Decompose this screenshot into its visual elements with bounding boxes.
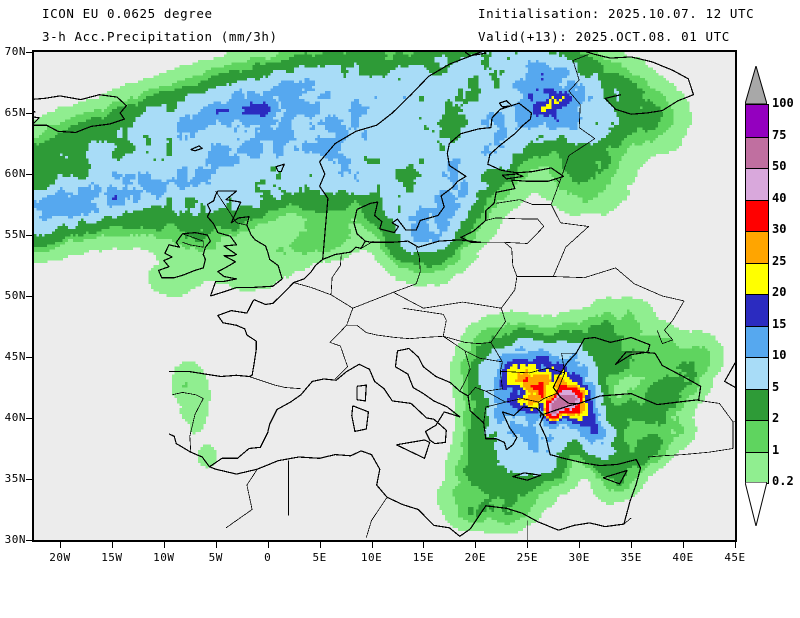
colorbar-divider [746, 420, 768, 421]
colorbar-tick-label: 50 [772, 159, 787, 173]
x-axis-label: 20W [49, 551, 71, 564]
x-axis-label: 10W [153, 551, 175, 564]
colorbar-band [746, 420, 768, 452]
y-axis-tick [26, 540, 32, 541]
x-axis-tick [423, 542, 425, 548]
x-axis-label: 45E [724, 551, 746, 564]
colorbar-tick-label: 75 [772, 127, 787, 142]
colorbar-tick-label: 15 [772, 316, 787, 331]
y-axis-label: 40N [4, 411, 26, 424]
x-axis-label: 35E [620, 551, 642, 564]
colorbar-tick-label: 30 [772, 222, 787, 236]
y-axis-tick [26, 174, 32, 175]
x-axis-label: 30E [568, 551, 590, 564]
y-axis-label: 65N [4, 106, 26, 119]
colorbar-tick-label: 40 [772, 190, 787, 205]
y-axis-tick [26, 235, 32, 236]
colorbar-tick-label: 10 [772, 348, 787, 362]
colorbar-divider [746, 388, 768, 390]
map-canvas [32, 50, 737, 542]
colorbar-band [746, 168, 768, 200]
y-axis-tick [26, 296, 32, 297]
y-axis-label: 30N [4, 533, 26, 546]
colorbar-tick-label: 5 [772, 379, 780, 394]
colorbar-under-cap [744, 481, 768, 527]
x-axis-tick [267, 542, 269, 548]
x-axis-label: 0 [264, 551, 272, 564]
colorbar-divider [746, 325, 768, 327]
model-title: ICON EU 0.0625 degree [42, 6, 213, 21]
colorbar-tick-label: 0.2 [772, 474, 794, 488]
y-axis-label: 55N [4, 228, 26, 241]
x-axis-tick [59, 542, 61, 548]
x-axis-tick [475, 542, 477, 548]
colorbar-tick-label: 1 [772, 442, 780, 457]
y-axis-tick [26, 418, 32, 419]
x-axis-tick [215, 542, 217, 548]
colorbar-band [746, 451, 768, 483]
colorbar-divider [746, 136, 768, 138]
x-axis-label: 25E [516, 551, 538, 564]
x-axis-tick [527, 542, 529, 548]
field-title: 3-h Acc.Precipitation (mm/3h) [42, 29, 278, 44]
y-axis-label: 50N [4, 289, 26, 302]
colorbar-band [746, 325, 768, 357]
colorbar-band [746, 105, 768, 137]
y-axis-tick [26, 52, 32, 53]
x-axis-label: 20E [464, 551, 487, 564]
colorbar-divider [746, 294, 768, 295]
y-axis-label: 60N [4, 167, 26, 180]
colorbar-band [746, 136, 768, 168]
x-axis-label: 15W [101, 551, 123, 564]
precipitation-field [34, 52, 735, 540]
x-axis-tick [683, 542, 685, 548]
x-axis-label: 5E [312, 551, 327, 564]
colorbar-over-cap [744, 64, 768, 105]
colorbar-band [746, 262, 768, 294]
colorbar-divider [746, 199, 768, 201]
y-axis-label: 45N [4, 350, 26, 363]
colorbar-tick-label: 20 [772, 285, 787, 299]
colorbar-divider [746, 231, 768, 232]
colorbar-band [746, 357, 768, 389]
colorbar-tick-label: 100 [772, 96, 794, 110]
x-axis-tick [579, 542, 581, 548]
x-axis-label: 5W [208, 551, 223, 564]
colorbar-band [746, 388, 768, 420]
x-axis-tick [163, 542, 165, 548]
y-axis-tick [26, 113, 32, 114]
colorbar-tick-label: 25 [772, 253, 787, 268]
x-axis-tick [371, 542, 373, 548]
initialisation-time: Initialisation: 2025.10.07. 12 UTC [478, 6, 755, 21]
x-axis-label: 40E [672, 551, 694, 564]
x-axis-label: 10E [360, 551, 383, 564]
x-axis-tick [319, 542, 321, 548]
y-axis-label: 35N [4, 472, 26, 485]
colorbar-divider [746, 262, 768, 264]
x-axis-label: 15E [412, 551, 435, 564]
colorbar-divider [746, 357, 768, 358]
y-axis-tick [26, 357, 32, 358]
colorbar-divider [746, 451, 768, 453]
colorbar [745, 104, 769, 484]
colorbar-tick-label: 2 [772, 411, 780, 425]
valid-time: Valid(+13): 2025.OCT.08. 01 UTC [478, 29, 730, 44]
colorbar-band [746, 231, 768, 263]
y-axis-tick [26, 479, 32, 480]
colorbar-band [746, 294, 768, 326]
colorbar-divider [746, 168, 768, 169]
x-axis-tick [631, 542, 633, 548]
colorbar-band [746, 199, 768, 231]
x-axis-tick [111, 542, 113, 548]
y-axis-label: 70N [4, 45, 26, 58]
x-axis-tick [735, 542, 736, 548]
